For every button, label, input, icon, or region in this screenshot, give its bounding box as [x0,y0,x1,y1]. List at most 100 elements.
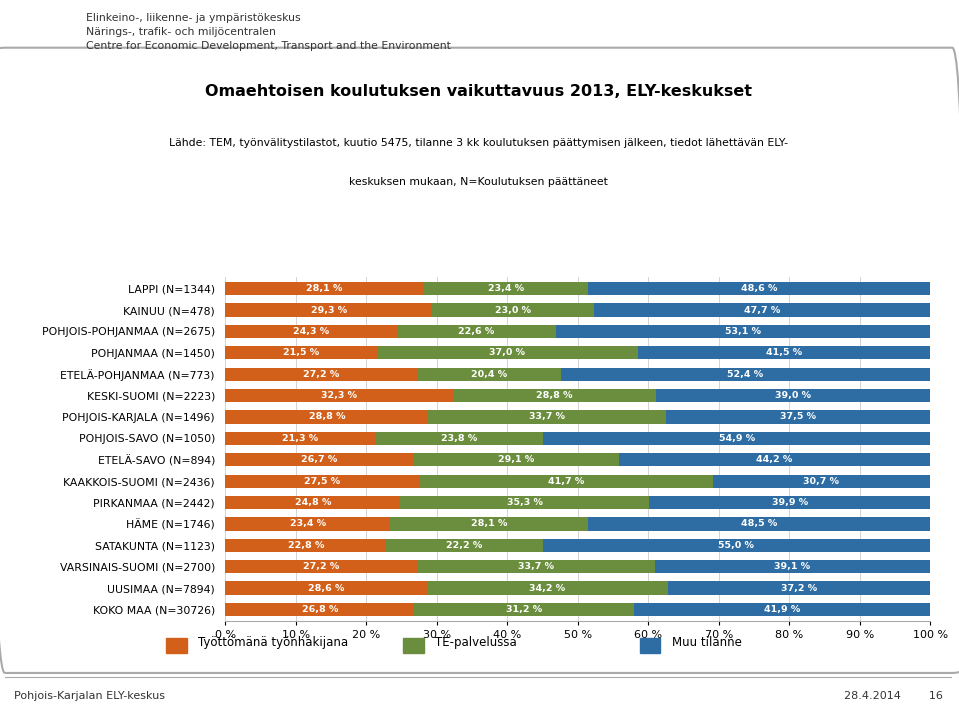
Bar [589,518,930,530]
Text: Omaehtoisen koulutuksen vaikuttavuus 2013, ELY-keskukset: Omaehtoisen koulutuksen vaikuttavuus 201… [205,84,752,99]
Text: 23,0 %: 23,0 % [495,305,531,315]
Bar [713,474,929,488]
Bar [403,638,424,652]
Bar [225,324,397,338]
Text: 41,9 %: 41,9 % [763,605,800,614]
Bar [619,453,930,466]
Bar [414,603,634,616]
Text: Centre for Economic Development, Transport and the Environment: Centre for Economic Development, Transpo… [86,41,451,51]
Bar [556,324,930,338]
Bar [225,368,417,381]
Text: 27,2 %: 27,2 % [303,562,339,572]
Text: 22,6 %: 22,6 % [458,327,495,336]
Text: 27,2 %: 27,2 % [303,370,339,378]
Bar [225,410,429,424]
Bar [225,560,417,574]
Text: 32,3 %: 32,3 % [321,391,357,400]
Bar [640,638,661,652]
Text: 47,7 %: 47,7 % [744,305,781,315]
Bar [427,581,668,595]
Text: 53,1 %: 53,1 % [725,327,761,336]
Bar [225,539,386,552]
Text: 52,4 %: 52,4 % [728,370,763,378]
Bar [543,539,930,552]
Bar [225,389,453,403]
Text: Pohjois-Karjalan ELY-keskus: Pohjois-Karjalan ELY-keskus [14,692,165,701]
Bar [225,282,424,295]
Text: 37,0 %: 37,0 % [489,349,526,357]
Bar [668,581,930,595]
Bar [589,282,931,295]
Text: 27,5 %: 27,5 % [304,476,340,486]
Text: keskuksen mukaan, N=Koulutuksen päättäneet: keskuksen mukaan, N=Koulutuksen päättäne… [349,177,608,187]
Bar [417,560,655,574]
Text: 31,2 %: 31,2 % [506,605,542,614]
Text: 41,5 %: 41,5 % [766,349,802,357]
Text: 26,7 %: 26,7 % [301,455,338,464]
Bar [638,346,930,359]
Text: 33,7 %: 33,7 % [518,562,554,572]
Text: 54,9 %: 54,9 % [718,434,755,443]
Bar [656,389,931,403]
Text: 20,4 %: 20,4 % [471,370,507,378]
Text: 22,2 %: 22,2 % [446,541,482,550]
Bar [543,432,930,445]
Bar [594,303,930,317]
Text: 21,5 %: 21,5 % [283,349,319,357]
Bar [453,389,656,403]
Text: 29,1 %: 29,1 % [498,455,534,464]
Text: 28,1 %: 28,1 % [471,520,507,528]
Text: 23,8 %: 23,8 % [441,434,478,443]
Bar [166,638,187,652]
Bar [655,560,930,574]
Bar [376,432,543,445]
Text: 26,8 %: 26,8 % [302,605,338,614]
Text: 48,5 %: 48,5 % [741,520,778,528]
Text: 39,9 %: 39,9 % [772,498,807,507]
Text: 21,3 %: 21,3 % [282,434,318,443]
Text: Lähde: TEM, työnvälitystilastot, kuutio 5475, tilanne 3 kk koulutuksen päättymis: Lähde: TEM, työnvälitystilastot, kuutio … [169,138,788,148]
Text: Työttömänä työnhakijana: Työttömänä työnhakijana [199,636,348,650]
Text: 37,5 %: 37,5 % [780,413,816,422]
Bar [561,368,930,381]
Bar [634,603,929,616]
Text: Närings-, trafik- och miljöcentralen: Närings-, trafik- och miljöcentralen [86,27,276,37]
Bar [377,346,638,359]
Text: Muu tilanne: Muu tilanne [672,636,741,650]
Bar [417,368,561,381]
Text: 24,3 %: 24,3 % [292,327,329,336]
Bar [386,539,543,552]
Bar [225,303,432,317]
Bar [413,453,619,466]
Text: 39,1 %: 39,1 % [774,562,810,572]
Bar [225,603,414,616]
Text: 34,2 %: 34,2 % [529,584,566,593]
Bar [666,410,930,424]
Bar [225,581,427,595]
Text: 22,8 %: 22,8 % [288,541,324,550]
Text: 24,8 %: 24,8 % [294,498,331,507]
Bar [225,453,413,466]
Text: 29,3 %: 29,3 % [311,305,347,315]
Text: 39,0 %: 39,0 % [776,391,811,400]
Text: 41,7 %: 41,7 % [548,476,584,486]
Bar [225,496,400,509]
Bar [225,518,390,530]
Text: 44,2 %: 44,2 % [757,455,792,464]
Text: 55,0 %: 55,0 % [718,541,755,550]
Text: 28,8 %: 28,8 % [536,391,573,400]
Text: 48,6 %: 48,6 % [741,284,778,293]
Bar [400,496,649,509]
Text: 28.4.2014        16: 28.4.2014 16 [844,692,943,701]
Text: 30,7 %: 30,7 % [804,476,839,486]
Text: 28,6 %: 28,6 % [308,584,344,593]
Text: 28,1 %: 28,1 % [306,284,342,293]
Text: 23,4 %: 23,4 % [488,284,524,293]
Bar [225,346,377,359]
Bar [432,303,594,317]
Bar [429,410,666,424]
Bar [424,282,589,295]
Bar [419,474,713,488]
Text: 33,7 %: 33,7 % [529,413,565,422]
Bar [225,474,419,488]
